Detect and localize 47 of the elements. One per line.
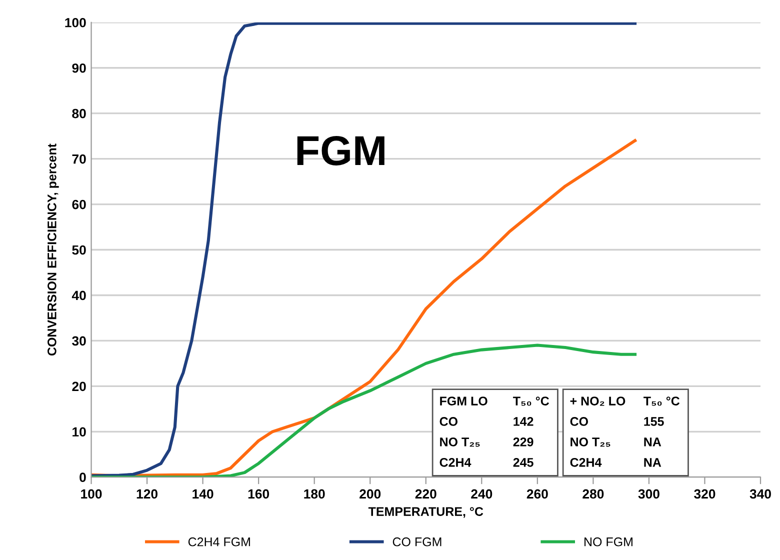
annotation: 155 [644, 417, 664, 426]
annotation: NO T₂₅ [570, 438, 610, 447]
annotation: NO T₂₅ [440, 438, 480, 447]
x-tick-label: 140 [192, 489, 214, 499]
annotation: NA [644, 458, 662, 467]
y-tick-label: 60 [72, 200, 86, 210]
x-tick-label: 240 [471, 489, 492, 499]
y-tick-label: 70 [72, 154, 86, 164]
x-axis-title: TEMPERATURE, °C [368, 507, 484, 518]
annotation: FGM LO [440, 396, 488, 406]
y-tick-label: 80 [72, 108, 86, 118]
x-tick-label: 300 [638, 489, 660, 499]
x-tick-label: 180 [304, 489, 325, 499]
y-tick-label: 50 [72, 245, 86, 255]
line-series [91, 344, 637, 478]
x-tick-label: 220 [415, 489, 436, 499]
annotation: T₅₀ °C [644, 396, 680, 406]
legend-label: NO FGM [584, 537, 632, 546]
annotation: CO [570, 417, 588, 426]
x-tick-label: 260 [526, 489, 548, 499]
y-tick-label: 10 [72, 427, 86, 437]
y-tick-label: 40 [72, 290, 86, 300]
annotation: 229 [513, 438, 534, 446]
annotation: 142 [514, 417, 534, 426]
annotation: + NO₂ LO [570, 396, 626, 406]
y-tick-label: 30 [72, 336, 86, 346]
x-tick-label: 100 [81, 489, 102, 499]
x-tick-label: 280 [582, 489, 604, 499]
annotation: C2H4 [440, 458, 472, 467]
annotation: T₅₀ °C [513, 396, 550, 406]
legend-label: C2H4 FGM [188, 537, 250, 546]
x-tick-label: 340 [750, 489, 771, 499]
x-tick-label: 160 [248, 489, 270, 499]
y-tick-label: 20 [72, 382, 86, 392]
annotation: 245 [513, 458, 534, 467]
y-axis-title: CONVERSION EFFICIENCY, percent [48, 144, 59, 356]
x-tick-label: 200 [360, 489, 381, 499]
annotation: FGM [297, 136, 384, 166]
y-tick-label: 90 [72, 63, 86, 73]
x-tick-label: 320 [694, 489, 716, 499]
annotation: CO [440, 417, 458, 426]
annotation: C2H4 [570, 458, 602, 467]
x-tick-label: 120 [136, 489, 158, 499]
legend-label: CO FGM [392, 537, 442, 546]
y-tick-label: 100 [65, 18, 86, 28]
annotation: NA [644, 438, 662, 446]
y-tick-label: 0 [80, 472, 86, 482]
